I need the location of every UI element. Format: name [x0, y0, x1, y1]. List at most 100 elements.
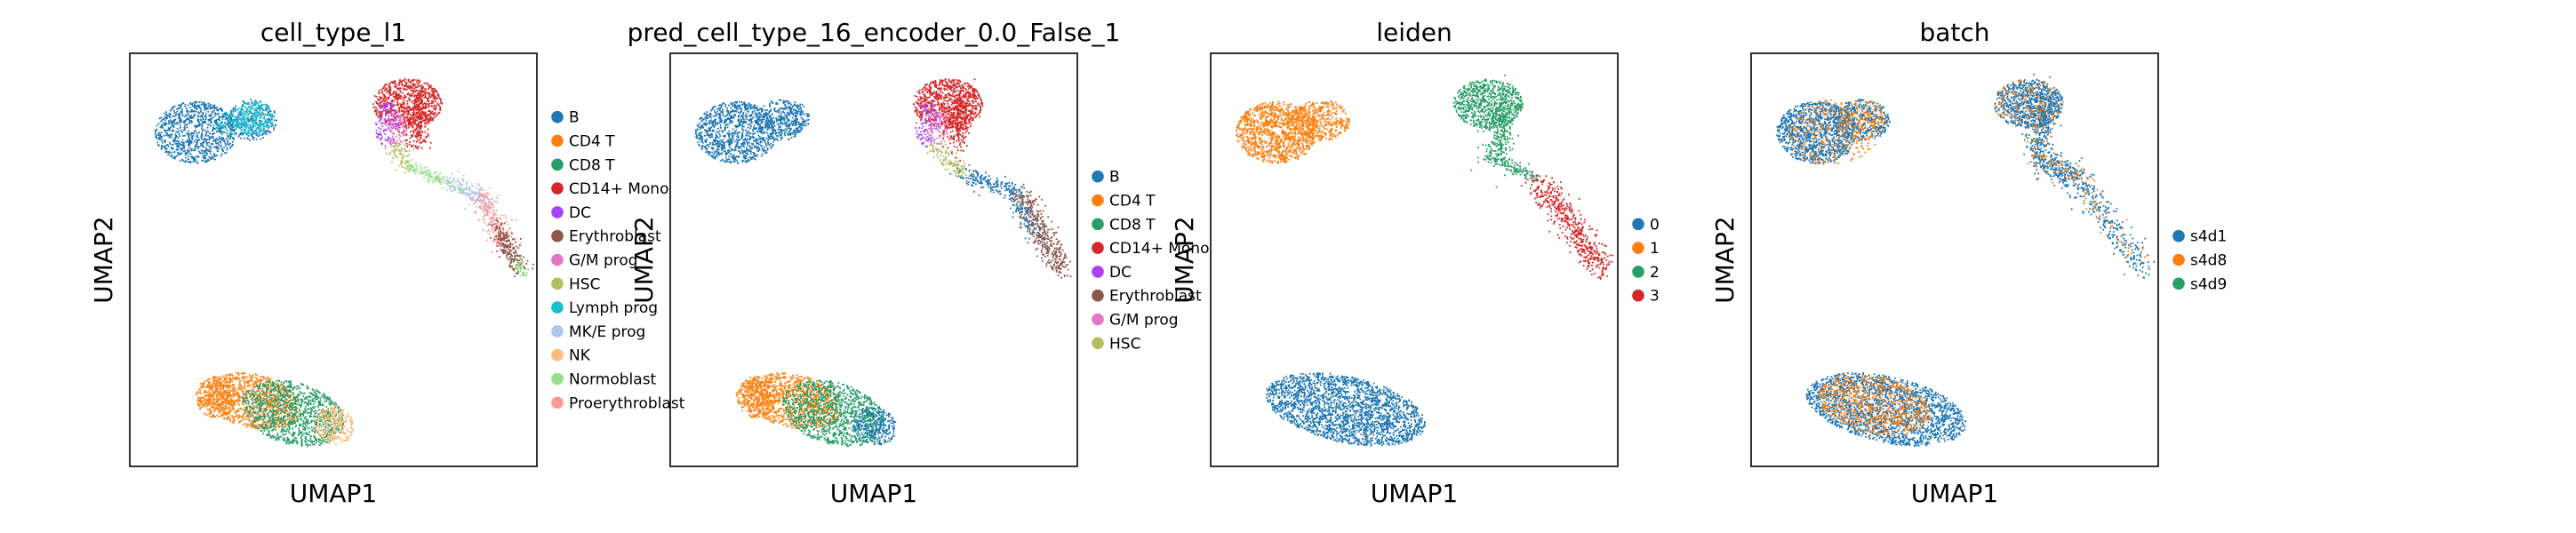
point-cloud: [1818, 375, 1931, 437]
point-cloud: [735, 375, 778, 418]
legend: 0 1 2 3: [1632, 216, 1660, 306]
legend-item: NK: [551, 347, 591, 365]
scatter-points: [1235, 75, 1614, 447]
legend-label: Proerythroblast: [569, 394, 685, 412]
legend-label: DC: [569, 204, 591, 222]
point-cloud: [196, 376, 237, 418]
legend-marker: [551, 158, 564, 171]
legend-marker: [551, 206, 564, 219]
legend-marker: [1092, 337, 1104, 350]
legend: B CD4 T CD8 T CD14+ Mono DC Erythroblast G/M p…: [1092, 169, 1209, 353]
panel-title: leiden: [1376, 18, 1452, 47]
legend-label: 1: [1650, 240, 1660, 258]
legend-item: HSC: [1092, 335, 1140, 353]
legend-item: DC: [551, 204, 591, 222]
legend-label: CD8 T: [569, 156, 615, 174]
x-axis-label: UMAP1: [830, 479, 918, 508]
legend-item: s4d1: [2172, 228, 2227, 246]
point-cloud: [372, 78, 444, 129]
legend-marker: [551, 396, 564, 410]
point-cloud: [388, 111, 408, 145]
point-cloud: [233, 101, 274, 136]
point-cloud: [1805, 372, 1966, 447]
legend-item: CD8 T: [551, 156, 615, 174]
legend-marker: [551, 229, 564, 243]
legend-marker: [551, 182, 564, 195]
point-cloud: [782, 379, 885, 448]
legend-item: CD4 T: [551, 133, 615, 151]
legend-label: G/M prog: [1109, 312, 1179, 330]
axes-frame: [1750, 52, 2159, 467]
legend-item: 3: [1632, 288, 1660, 306]
point-cloud: [756, 99, 806, 141]
legend-label: 0: [1650, 216, 1660, 234]
panel-title: batch: [1919, 18, 1989, 47]
legend-marker: [551, 134, 564, 147]
panel-4: batch UMAP1 UMAP2 s4d1 s4d8 s4d9: [1710, 18, 2227, 508]
point-cloud: [1484, 151, 1539, 183]
legend-marker: [1092, 218, 1104, 231]
legend-item: 2: [1632, 264, 1660, 282]
legend-label: s4d8: [2190, 252, 2227, 270]
legend-item: MK/E prog: [551, 323, 645, 341]
x-axis-label: UMAP1: [290, 479, 378, 508]
legend-item: CD8 T: [1092, 216, 1156, 234]
legend-label: 3: [1650, 288, 1660, 306]
legend-label: HSC: [1109, 335, 1140, 353]
point-cloud: [949, 164, 1028, 203]
point-cloud: [514, 256, 530, 277]
legend-label: s4d9: [2190, 275, 2227, 293]
point-cloud: [228, 99, 278, 141]
axes-frame: [129, 52, 538, 467]
point-cloud: [913, 78, 984, 129]
legend-label: Erythroblast: [1109, 288, 1202, 306]
legend-item: s4d9: [2172, 275, 2227, 293]
legend-item: CD4 T: [1092, 193, 1156, 211]
legend-label: CD8 T: [1109, 216, 1156, 234]
y-axis-label: UMAP2: [1710, 216, 1740, 304]
legend-label: Normoblast: [569, 371, 657, 389]
legend-label: B: [1109, 169, 1120, 187]
legend-label: Erythroblast: [569, 228, 661, 246]
legend-label: CD14+ Mono: [1109, 240, 1209, 258]
axes-frame: [1210, 52, 1619, 467]
legend-marker: [1632, 266, 1644, 278]
legend-marker: [1632, 289, 1644, 302]
legend-marker: [1092, 266, 1104, 278]
legend-marker: [551, 110, 564, 123]
legend-item: CD14+ Mono: [551, 180, 668, 198]
legend-item: Erythroblast: [1092, 288, 1202, 306]
scatter-points: [1776, 74, 2156, 447]
legend-marker: [1092, 289, 1104, 302]
y-axis-label: UMAP2: [1170, 216, 1199, 304]
legend-marker: [1092, 242, 1104, 254]
x-axis-label: UMAP1: [1911, 479, 1999, 508]
panel-title: pred_cell_type_16_encoder_0.0_False_1: [628, 18, 1121, 47]
point-cloud: [777, 101, 810, 136]
point-cloud: [215, 112, 242, 138]
legend-marker: [551, 372, 564, 386]
point-cloud: [915, 103, 940, 147]
legend-marker: [1092, 170, 1104, 183]
point-cloud: [2020, 74, 2156, 279]
point-cloud: [384, 137, 415, 174]
point-cloud: [928, 111, 948, 145]
y-axis-label: UMAP2: [89, 216, 118, 304]
panel-2: pred_cell_type_16_encoder_0.0_False_1 UMA…: [628, 18, 1210, 508]
point-cloud: [852, 407, 897, 446]
legend-marker: [551, 348, 564, 362]
scatter-points: [694, 78, 1072, 448]
legend-label: 2: [1650, 264, 1660, 282]
panel-1: cell_type_l1 UMAP1 UMAP2 B CD4 T CD8 T CD14+ M…: [89, 18, 685, 508]
axes-frame: [669, 52, 1078, 467]
legend-item: s4d8: [2172, 252, 2227, 270]
legend-marker: [2172, 277, 2185, 290]
legend-label: B: [569, 109, 580, 127]
legend-item: B: [1092, 169, 1120, 187]
legend-marker: [551, 301, 564, 314]
legend-marker: [2172, 253, 2185, 266]
scatter-points: [154, 78, 534, 448]
legend-label: NK: [569, 347, 591, 365]
legend-marker: [1092, 194, 1104, 207]
